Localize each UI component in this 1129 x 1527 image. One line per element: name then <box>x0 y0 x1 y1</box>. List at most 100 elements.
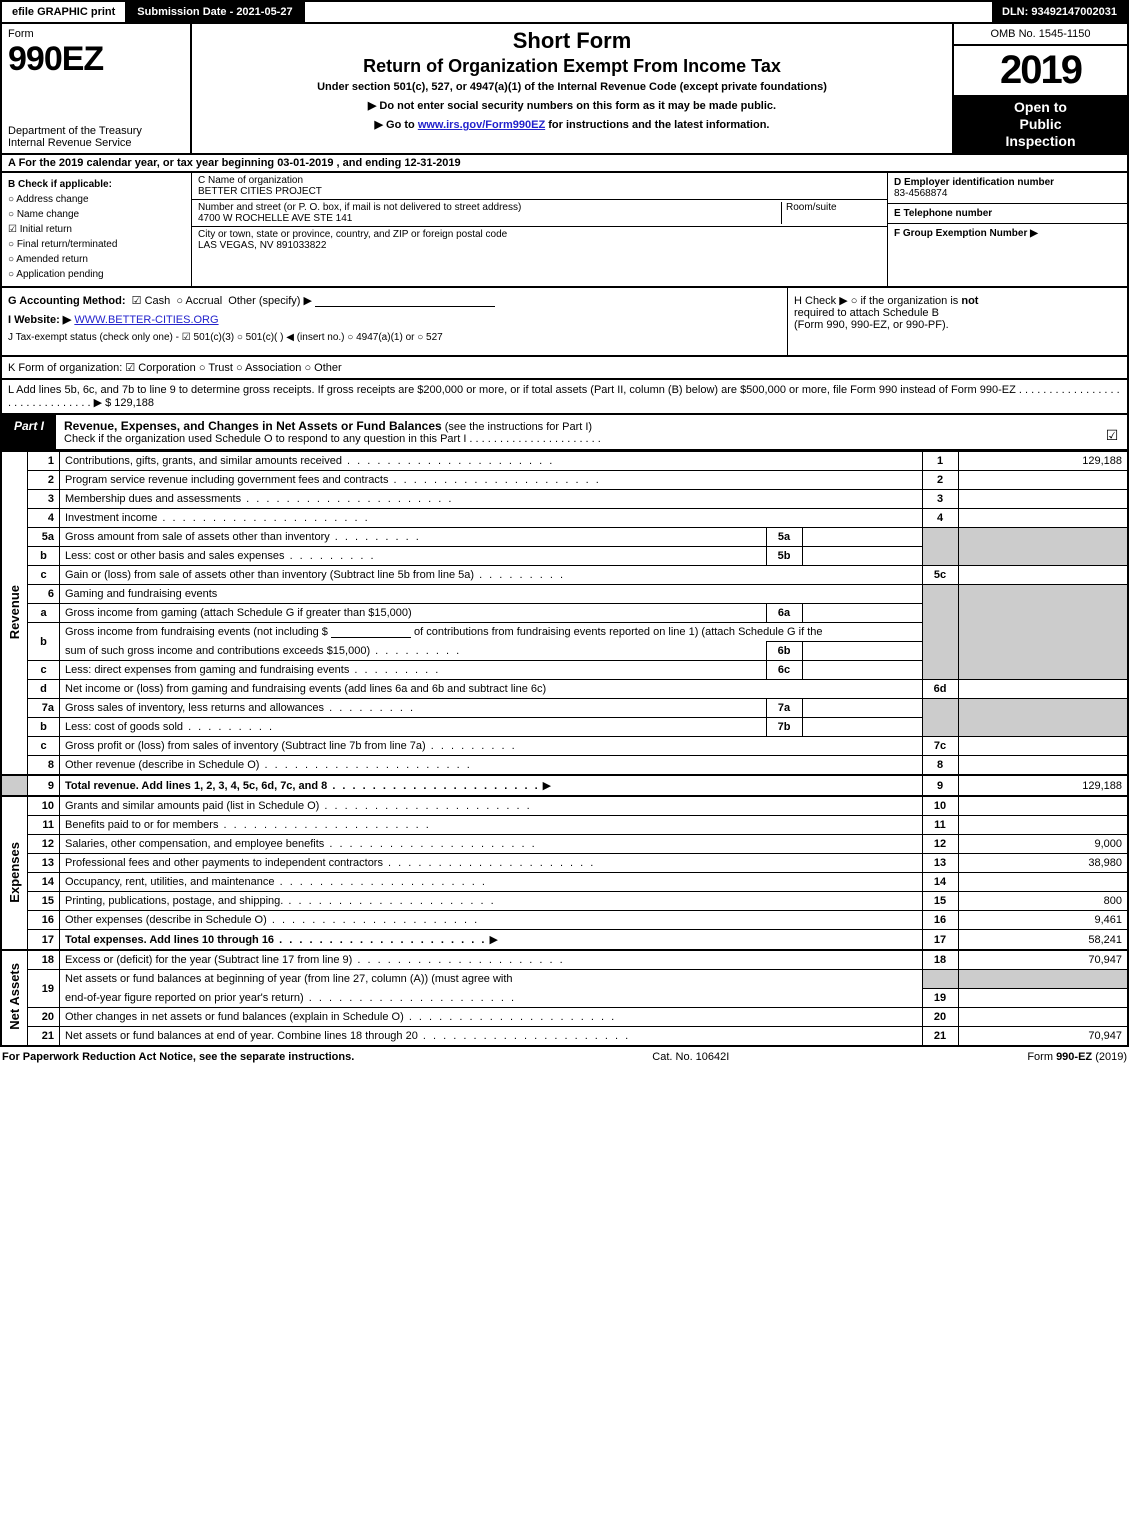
line-g: G Accounting Method: ☑ Cash ○ Accrual Ot… <box>8 294 781 307</box>
desc-2: Program service revenue including govern… <box>65 474 601 486</box>
numcol-20: 20 <box>922 1007 958 1026</box>
ln-18: 18 <box>28 950 60 970</box>
desc-6b-top: Gross income from fundraising events (no… <box>60 623 923 642</box>
ln-6: 6 <box>28 585 60 604</box>
part1-title-bold: Revenue, Expenses, and Changes in Net As… <box>64 419 442 433</box>
chk-application-pending[interactable]: Application pending <box>8 269 104 280</box>
grey-5ab-amt <box>958 528 1128 566</box>
part1-title-rest: (see the instructions for Part I) <box>445 421 592 433</box>
ln-3: 3 <box>28 490 60 509</box>
ln-8: 8 <box>28 756 60 776</box>
dln-badge: DLN: 93492147002031 <box>992 2 1127 22</box>
open3: Inspection <box>956 133 1125 150</box>
ln-20: 20 <box>28 1007 60 1026</box>
i-label: I Website: ▶ <box>8 314 71 326</box>
chk-name-change[interactable]: Name change <box>8 209 79 220</box>
h-text3: (Form 990, 990-EZ, or 990-PF). <box>794 319 949 331</box>
form-header: Form 990EZ Department of the Treasury In… <box>0 24 1129 155</box>
ln-21: 21 <box>28 1026 60 1046</box>
blank-6b <box>331 637 411 638</box>
row-1: Revenue 1 Contributions, gifts, grants, … <box>1 452 1128 471</box>
desc-6b-d2: of contributions from fundraising events… <box>414 626 822 638</box>
desc-19b: end-of-year figure reported on prior yea… <box>65 992 516 1004</box>
row-6d: d Net income or (loss) from gaming and f… <box>1 680 1128 699</box>
amt-10 <box>958 796 1128 816</box>
lbl-5b: 5b <box>766 547 802 566</box>
ssn-warning: ▶ Do not enter social security numbers o… <box>200 99 944 112</box>
header-center: Short Form Return of Organization Exempt… <box>192 24 952 153</box>
grey-5ab-num <box>922 528 958 566</box>
header-right: OMB No. 1545-1150 2019 Open to Public In… <box>952 24 1127 153</box>
part1-checkline: Check if the organization used Schedule … <box>64 433 601 445</box>
desc-5c: Gain or (loss) from sale of assets other… <box>65 569 565 581</box>
c-name-label: C Name of organization <box>198 175 303 186</box>
chk-final-return[interactable]: Final return/terminated <box>8 239 117 250</box>
desc-21: Net assets or fund balances at end of ye… <box>65 1030 630 1042</box>
amt-11 <box>958 816 1128 835</box>
row-7c: c Gross profit or (loss) from sales of i… <box>1 737 1128 756</box>
numcol-15: 15 <box>922 892 958 911</box>
grey-6-amt <box>958 585 1128 680</box>
row-5a: 5a Gross amount from sale of assets othe… <box>1 528 1128 547</box>
room-label: Room/suite <box>786 202 837 213</box>
chk-address-change[interactable]: Address change <box>8 194 89 205</box>
chk-amended-return[interactable]: Amended return <box>8 254 88 265</box>
amt-4 <box>958 509 1128 528</box>
efile-print-button[interactable]: efile GRAPHIC print <box>2 2 127 22</box>
lbl-6c: 6c <box>766 661 802 680</box>
row-6: 6 Gaming and fundraising events <box>1 585 1128 604</box>
line-l: L Add lines 5b, 6c, and 7b to line 9 to … <box>0 380 1129 415</box>
amt-14 <box>958 873 1128 892</box>
numcol-14: 14 <box>922 873 958 892</box>
row-12: 12 Salaries, other compensation, and emp… <box>1 835 1128 854</box>
part1-checkmark[interactable]: ☑ <box>1097 415 1127 449</box>
h-text2: required to attach Schedule B <box>794 307 939 319</box>
line-j: J Tax-exempt status (check only one) - ☑… <box>8 332 781 343</box>
ln-15: 15 <box>28 892 60 911</box>
numcol-5c: 5c <box>922 566 958 585</box>
topbar-left: efile GRAPHIC print Submission Date - 20… <box>2 2 305 22</box>
amt-12: 9,000 <box>958 835 1128 854</box>
amt-9: 129,188 <box>958 775 1128 796</box>
g-other[interactable]: Other (specify) ▶ <box>228 295 312 307</box>
chk-initial-return[interactable]: Initial return <box>8 224 72 235</box>
numcol-7c: 7c <box>922 737 958 756</box>
g-cash[interactable]: ☑ Cash <box>132 295 171 307</box>
row-14: 14 Occupancy, rent, utilities, and maint… <box>1 873 1128 892</box>
ln-12: 12 <box>28 835 60 854</box>
ln-7b: b <box>28 718 60 737</box>
desc-6d: Net income or (loss) from gaming and fun… <box>60 680 923 699</box>
numcol-10: 10 <box>922 796 958 816</box>
ln-14: 14 <box>28 873 60 892</box>
phone-cell: E Telephone number <box>888 204 1127 224</box>
desc-5a: Gross amount from sale of assets other t… <box>65 531 421 543</box>
header-left: Form 990EZ Department of the Treasury In… <box>2 24 192 153</box>
grey-19-amt <box>958 970 1128 989</box>
mid-7b <box>802 718 922 737</box>
city-label: City or town, state or province, country… <box>198 229 507 240</box>
amt-13: 38,980 <box>958 854 1128 873</box>
ln-1: 1 <box>28 452 60 471</box>
row-8: 8 Other revenue (describe in Schedule O)… <box>1 756 1128 776</box>
g-accrual[interactable]: ○ Accrual <box>176 295 222 307</box>
lbl-7a: 7a <box>766 699 802 718</box>
blank-9-left <box>1 775 28 796</box>
ein-label: D Employer identification number <box>894 177 1054 188</box>
title-return: Return of Organization Exempt From Incom… <box>200 56 944 77</box>
desc-14: Occupancy, rent, utilities, and maintena… <box>65 876 487 888</box>
meta-left: G Accounting Method: ☑ Cash ○ Accrual Ot… <box>2 288 787 355</box>
row-7a: 7a Gross sales of inventory, less return… <box>1 699 1128 718</box>
ln-9: 9 <box>28 775 60 796</box>
numcol-16: 16 <box>922 911 958 930</box>
numcol-2: 2 <box>922 471 958 490</box>
irs-link[interactable]: www.irs.gov/Form990EZ <box>418 119 545 131</box>
grey-7ab-amt <box>958 699 1128 737</box>
open2: Public <box>956 116 1125 133</box>
ln-6c: c <box>28 661 60 680</box>
website-link[interactable]: WWW.BETTER-CITIES.ORG <box>74 314 218 326</box>
row-9: 9 Total revenue. Add lines 1, 2, 3, 4, 5… <box>1 775 1128 796</box>
desc-6c: Less: direct expenses from gaming and fu… <box>65 664 440 676</box>
h-text1: H Check ▶ ○ if the organization is <box>794 295 961 307</box>
row-2: 2 Program service revenue including gove… <box>1 471 1128 490</box>
desc-6: Gaming and fundraising events <box>60 585 923 604</box>
